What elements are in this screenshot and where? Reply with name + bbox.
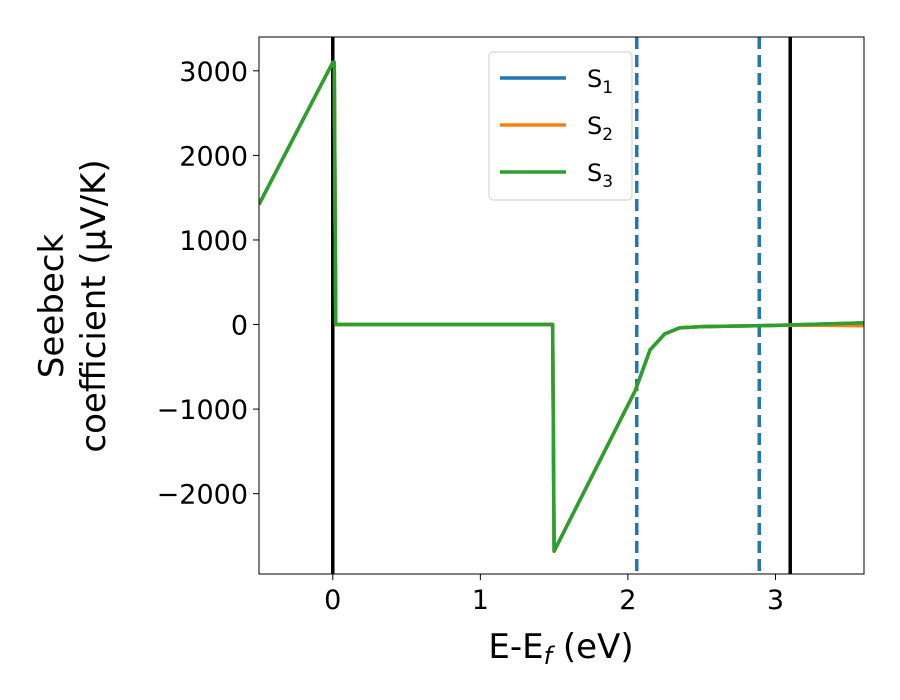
plot-frame bbox=[258, 36, 865, 575]
x-axis-label: E-Ef (eV) bbox=[488, 627, 633, 670]
y-tick-label: 2000 bbox=[179, 141, 248, 172]
y-tick-label: 0 bbox=[231, 311, 248, 342]
y-axis-label-line2: coefficient (μV/K) bbox=[74, 159, 114, 452]
legend: S1 S2 S3 bbox=[488, 51, 633, 201]
x-axis-label-unit: (eV) bbox=[552, 627, 634, 667]
x-tick-label: 0 bbox=[324, 585, 341, 616]
y-tick-label: 3000 bbox=[179, 57, 248, 88]
y-tick-label: 1000 bbox=[179, 226, 248, 257]
x-tick-label: 1 bbox=[472, 585, 489, 616]
series-line-S3 bbox=[259, 60, 864, 553]
series-lines bbox=[259, 60, 864, 553]
x-axis-label-main: E-E bbox=[488, 627, 543, 667]
legend-label-S1: S1 bbox=[587, 65, 613, 98]
y-axis-label-line1: Seebeck bbox=[32, 234, 72, 379]
y-tick-label: −1000 bbox=[157, 395, 248, 426]
vertical-reference-lines bbox=[331, 37, 792, 574]
x-tick-label: 2 bbox=[619, 585, 636, 616]
x-tick-label: 3 bbox=[767, 585, 784, 616]
y-axis-label: Seebeck coefficient (μV/K) bbox=[32, 159, 114, 452]
legend-entries: S1 S2 S3 bbox=[500, 65, 613, 192]
y-axis-ticks: 3000 2000 1000 0 −1000 −2000 bbox=[157, 57, 259, 511]
y-tick-label: −2000 bbox=[157, 480, 248, 511]
x-axis-ticks: 0 1 2 3 bbox=[324, 574, 784, 616]
legend-label-S3: S3 bbox=[587, 159, 613, 192]
legend-label-S2: S2 bbox=[587, 112, 613, 145]
